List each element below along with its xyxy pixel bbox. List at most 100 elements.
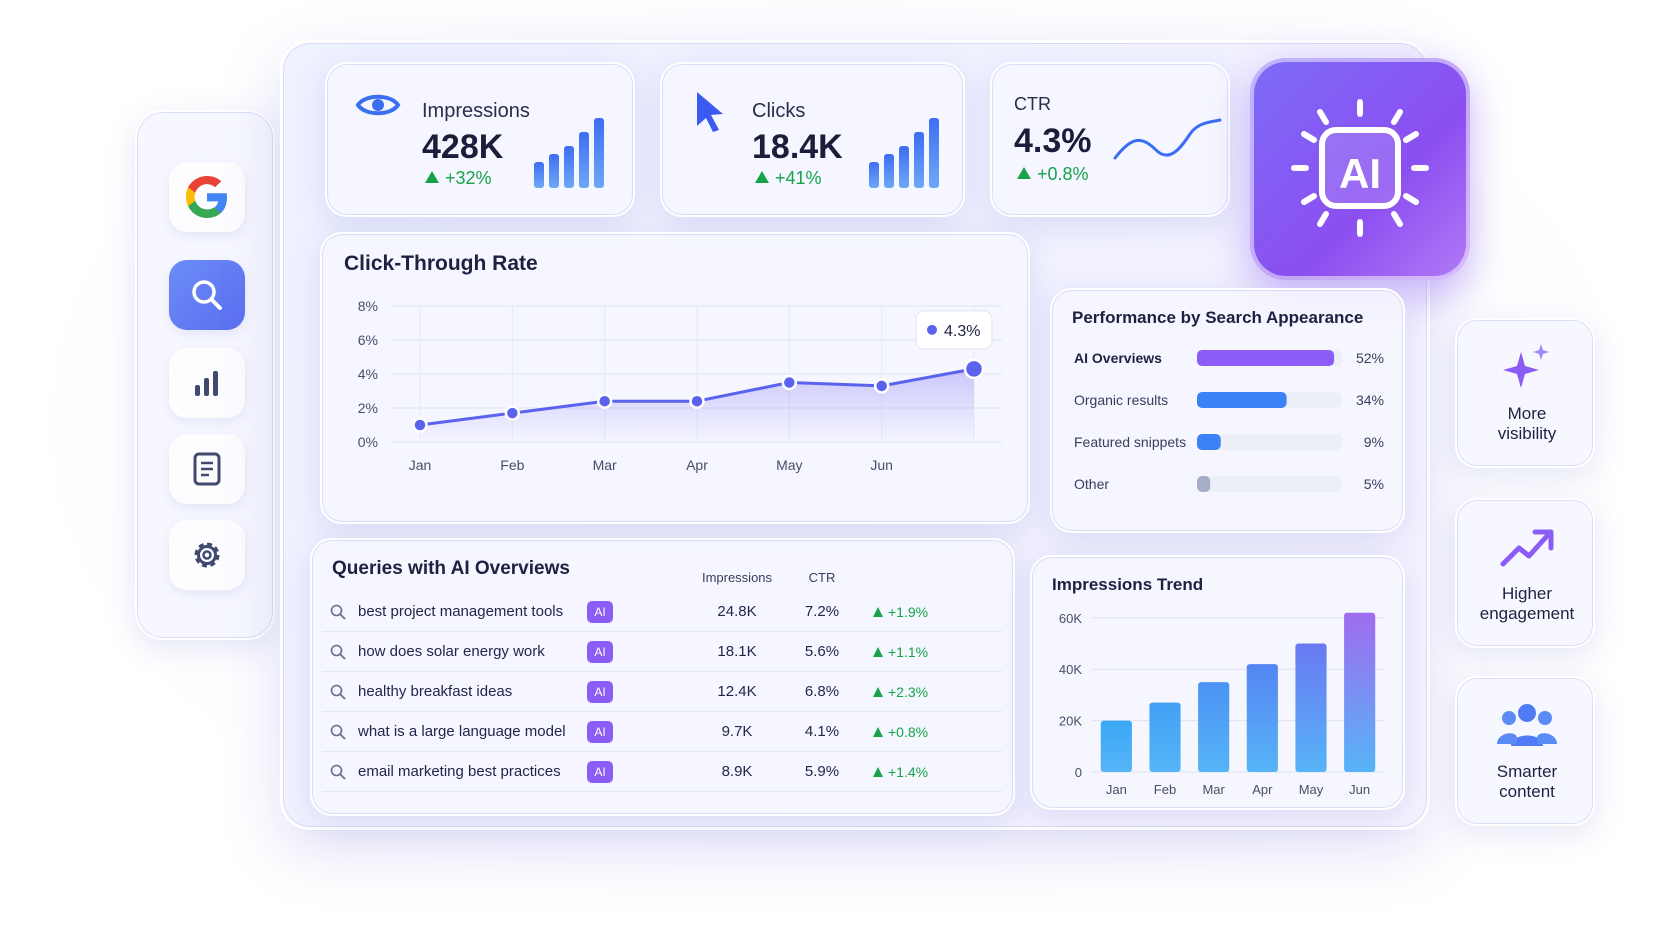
icon-part <box>194 542 220 568</box>
kpi-card: CTR 4.3% +0.8% <box>990 62 1230 217</box>
sparkbars <box>869 118 939 188</box>
sparkle-icon <box>1503 344 1549 388</box>
feature-label: Smarter content <box>1496 762 1558 801</box>
logo-green <box>188 200 221 218</box>
card-title: Performance by Search Appearance <box>1072 308 1364 327</box>
icon-part <box>192 280 216 304</box>
ctr-cell: 5.9% <box>804 763 840 780</box>
icon-part <box>1497 733 1517 744</box>
query-text: email marketing best practices <box>358 763 561 780</box>
y-tick-label: 40K <box>1059 662 1082 677</box>
ctr-cell: 4.1% <box>804 723 840 740</box>
card-title: Queries with AI Overviews <box>332 558 570 579</box>
category-label: Organic results <box>1074 392 1168 408</box>
kpi-label: Clicks <box>752 100 806 122</box>
performance-card: Performance by Search Appearance AI Over… <box>1050 288 1405 533</box>
arrow-shape <box>873 687 883 697</box>
impressions-cell: 9.7K <box>721 723 753 740</box>
hbar-chart: AI Overviews 52% Organic results 34% Feature… <box>1074 350 1384 492</box>
kpi-change: +0.8% <box>1037 164 1089 184</box>
x-tick-label: Jun <box>870 457 893 473</box>
analytics-button[interactable] <box>169 348 245 418</box>
x-tick-label: May <box>776 457 802 473</box>
kpi-value: 18.4K <box>752 128 843 166</box>
google-logo[interactable] <box>169 162 245 232</box>
icon-part <box>355 94 401 116</box>
value-label: 4.3% <box>944 323 980 340</box>
up-arrow <box>873 647 883 657</box>
x-tick-label: Apr <box>1252 782 1273 797</box>
ctr-cell: 7.2% <box>804 603 840 620</box>
category-label: AI Overviews <box>1074 350 1162 366</box>
pages-button[interactable] <box>169 434 245 504</box>
bar <box>1197 392 1287 408</box>
point <box>873 378 890 394</box>
value-label: 34% <box>1356 392 1384 408</box>
icon-part <box>1511 735 1543 746</box>
icon-part <box>202 550 212 560</box>
eye-icon <box>355 94 401 116</box>
icon-part <box>193 452 221 486</box>
impressions-cell: 12.4K <box>717 683 757 700</box>
point <box>689 393 705 409</box>
spark-bar <box>579 132 589 188</box>
point <box>781 374 798 391</box>
point <box>412 417 428 433</box>
spark-bar <box>594 118 604 188</box>
query-text: best project management tools <box>358 603 564 620</box>
table-row: what is a large language model AI 9.7K 4.1%… <box>322 712 1002 752</box>
point <box>596 393 613 409</box>
icon-part <box>209 297 222 310</box>
value-label: 52% <box>1356 350 1384 366</box>
logo-blue <box>207 193 227 214</box>
search-button[interactable] <box>169 260 245 330</box>
doc-icon <box>193 452 221 486</box>
spark-path <box>1113 118 1222 160</box>
search-icon <box>330 764 346 780</box>
y-tick-label: 60K <box>1059 611 1082 626</box>
change-cell: +0.8% <box>888 724 929 740</box>
x-tick-label: Feb <box>500 457 524 473</box>
spark-bar <box>549 154 559 188</box>
icon-part <box>1538 711 1552 725</box>
impressions-cell: 24.8K <box>717 603 757 620</box>
search-icon <box>330 644 346 660</box>
search-icon <box>192 280 222 310</box>
spark-bar <box>929 118 939 188</box>
spark-bar <box>884 154 894 188</box>
spark-bar <box>869 162 879 188</box>
table-row: email marketing best practices AI 8.9K 5.9%… <box>322 752 1002 792</box>
icon-part <box>339 733 346 740</box>
cursor-icon <box>697 92 723 132</box>
spark-bar <box>534 162 544 188</box>
value-label: 5% <box>1364 476 1384 492</box>
icon-part <box>330 724 343 737</box>
search-icon <box>330 724 346 740</box>
sparkline <box>1113 118 1222 160</box>
rays <box>1291 99 1429 237</box>
sparkbars <box>534 118 604 188</box>
icon-part <box>697 92 723 132</box>
icon-part <box>1533 344 1549 360</box>
bar <box>1149 702 1181 772</box>
bar-chart: 0 20K 40K 60K Jan Feb Mar Apr May Jun <box>1059 611 1384 797</box>
spark-bar <box>564 146 574 188</box>
x-tick-label: Mar <box>1202 782 1225 797</box>
y-tick-label: 8% <box>358 298 378 314</box>
settings-button[interactable] <box>169 520 245 590</box>
kpi-change: +32% <box>445 168 492 188</box>
arrow-shape <box>755 171 769 183</box>
point <box>504 405 521 421</box>
callout <box>915 310 993 350</box>
change-cell: +1.1% <box>888 644 929 660</box>
icon-part <box>1500 533 1550 567</box>
icon-part <box>1532 529 1554 551</box>
table-body: best project management tools AI 24.8K 7.2%… <box>322 592 1002 802</box>
ai-label: AI <box>1339 150 1381 197</box>
ai-badge: AI <box>587 601 613 623</box>
icon-part <box>1502 711 1516 725</box>
x-tick-label: Jan <box>1106 782 1127 797</box>
column-header: Impressions <box>701 570 773 585</box>
